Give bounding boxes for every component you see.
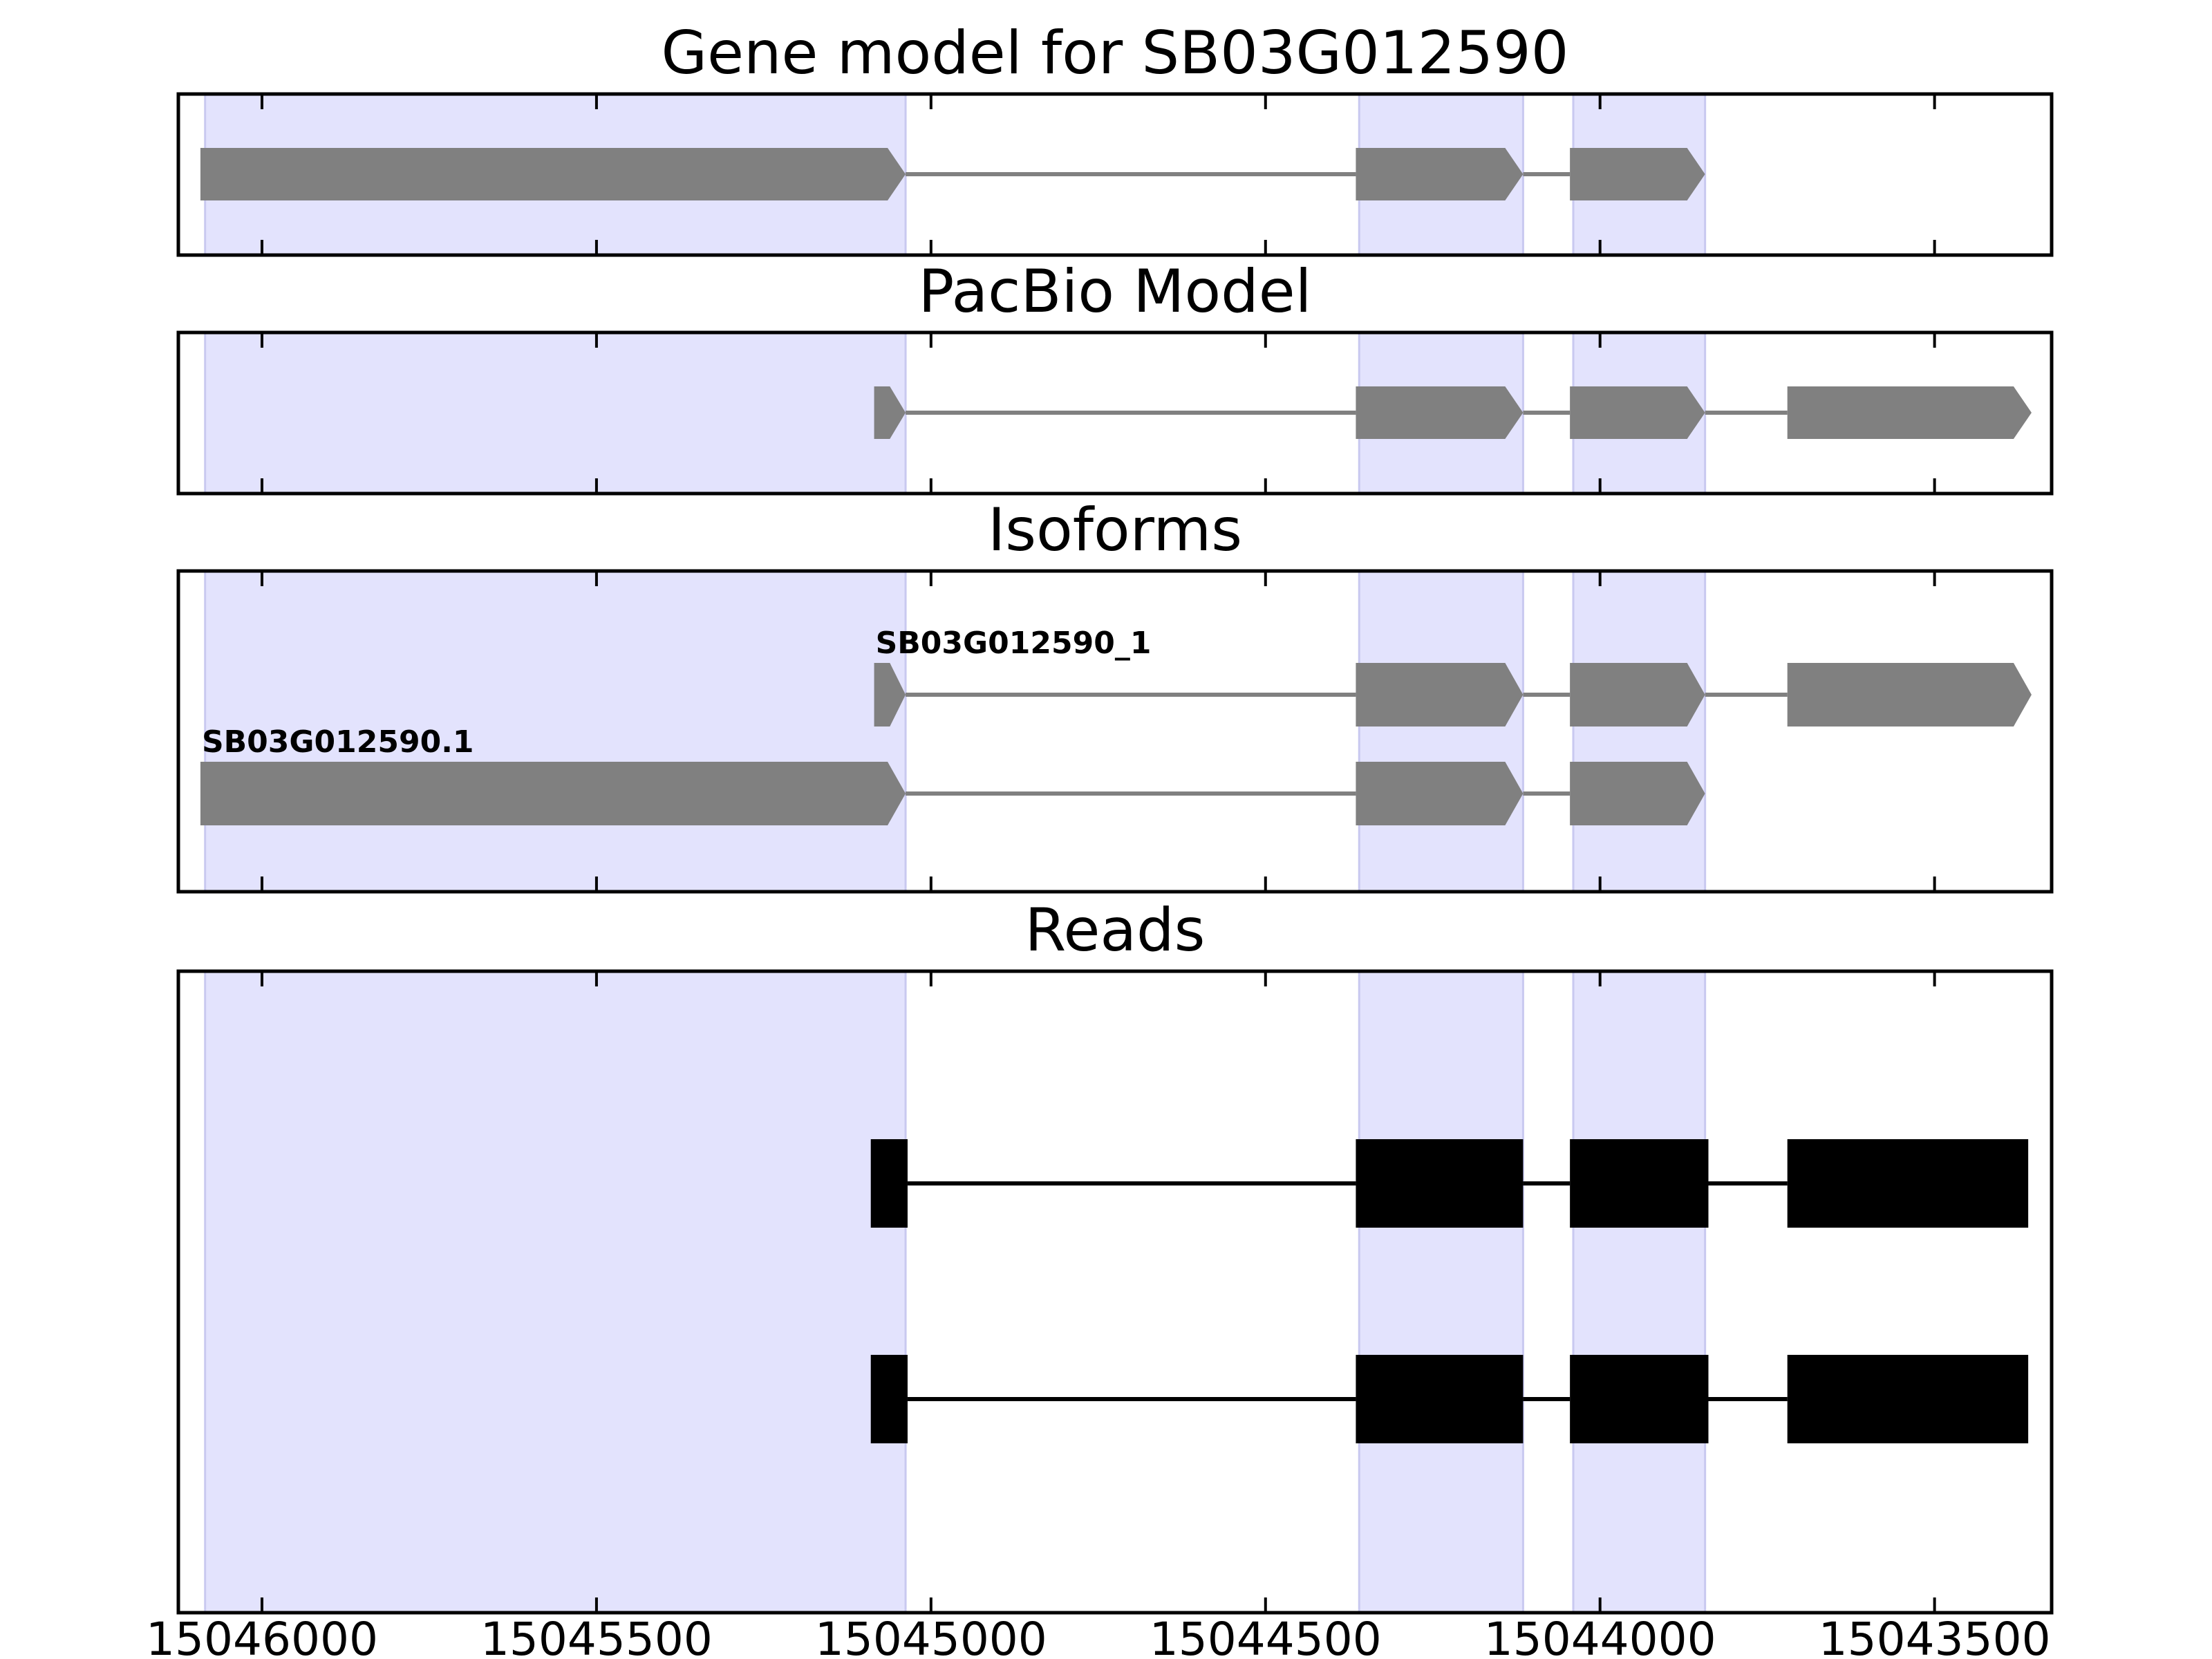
gene-model-features bbox=[200, 148, 1705, 200]
exon-arrow bbox=[874, 663, 906, 727]
read-exon-block bbox=[1570, 1355, 1709, 1443]
x-tick-label: 15044000 bbox=[1484, 1613, 1716, 1659]
isoforms-title: Isoforms bbox=[988, 496, 1242, 565]
highlight-band bbox=[204, 970, 907, 1614]
isoform-label-2: SB03G012590.1 bbox=[202, 724, 474, 760]
isoform-label-1: SB03G012590_1 bbox=[876, 626, 1152, 661]
x-tick-label: 15043500 bbox=[1819, 1613, 2051, 1659]
gene-model-frame bbox=[176, 92, 2054, 257]
isoforms-panel: Isoforms SB03G012590_1 SB03G012590.1 bbox=[176, 496, 2054, 894]
highlight-band bbox=[1358, 970, 1524, 1614]
exon-arrow bbox=[200, 762, 906, 825]
exon-arrow bbox=[1356, 762, 1524, 825]
exon-arrow bbox=[200, 148, 906, 200]
reads-features bbox=[870, 1139, 2029, 1443]
highlight-band bbox=[204, 331, 907, 495]
highlight-band bbox=[1572, 570, 1707, 893]
x-tick-label: 15045000 bbox=[815, 1613, 1047, 1659]
read-exon-block bbox=[1787, 1139, 2029, 1228]
reads-highlights bbox=[204, 970, 1707, 1614]
reads-panel: Reads bbox=[176, 896, 2054, 1615]
exon-arrow bbox=[1570, 386, 1705, 439]
read-exon-block bbox=[870, 1355, 908, 1443]
reads-title: Reads bbox=[1025, 896, 1206, 965]
isoforms-frame bbox=[176, 569, 2054, 894]
isoforms-ticks bbox=[260, 571, 1936, 892]
highlight-band bbox=[204, 570, 907, 893]
highlight-band bbox=[1572, 970, 1707, 1614]
read-exon-block bbox=[1570, 1139, 1709, 1228]
reads-ticks bbox=[260, 971, 1936, 1613]
gene-model-ticks bbox=[260, 94, 1936, 255]
pacbio-model-title: PacBio Model bbox=[918, 257, 1311, 326]
exon-arrow bbox=[1356, 148, 1524, 200]
exon-arrow bbox=[1356, 663, 1524, 727]
pacbio-model-panel: PacBio Model bbox=[176, 257, 2054, 496]
x-tick-label: 15046000 bbox=[146, 1613, 378, 1659]
gene-model-title: Gene model for SB03G012590 bbox=[662, 19, 1569, 88]
x-tick-label: 15044500 bbox=[1150, 1613, 1382, 1659]
exon-arrow bbox=[1570, 663, 1705, 727]
exon-arrow bbox=[874, 386, 906, 439]
x-axis-tick-labels: 15046000 15045500 15045000 15044500 1504… bbox=[146, 1613, 2051, 1659]
read-exon-block bbox=[1787, 1355, 2029, 1443]
exon-arrow bbox=[1570, 762, 1705, 825]
gene-model-panel: Gene model for SB03G012590 bbox=[176, 19, 2054, 257]
x-tick-label: 15045500 bbox=[480, 1613, 713, 1659]
reads-frame bbox=[176, 969, 2054, 1615]
exon-arrow bbox=[1787, 663, 2032, 727]
isoforms-features bbox=[200, 663, 2032, 825]
highlight-band bbox=[1358, 570, 1524, 893]
exon-arrow bbox=[1570, 148, 1705, 200]
read-exon-block bbox=[1356, 1139, 1524, 1228]
read-exon-block bbox=[870, 1139, 908, 1228]
exon-arrow bbox=[1787, 386, 2032, 439]
pacbio-model-ticks bbox=[260, 332, 1936, 494]
isoforms-highlights bbox=[204, 570, 1707, 893]
exon-arrow bbox=[1356, 386, 1524, 439]
pacbio-model-frame bbox=[176, 330, 2054, 496]
read-exon-block bbox=[1356, 1355, 1524, 1443]
pacbio-model-features bbox=[874, 386, 2032, 439]
pacbio-model-highlights bbox=[204, 331, 1707, 495]
